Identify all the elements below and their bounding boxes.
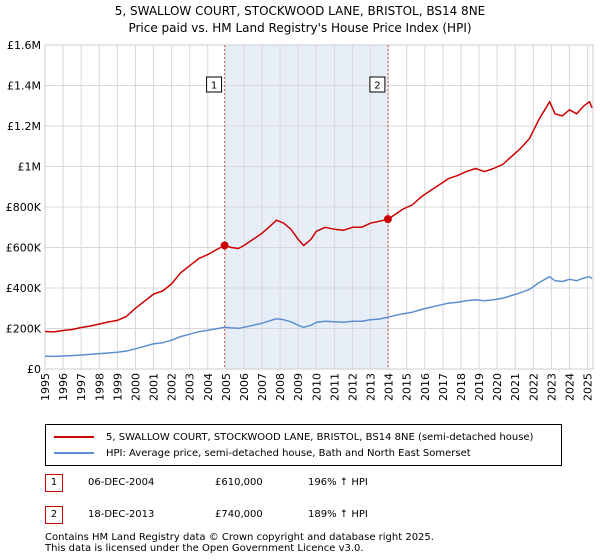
legend-item-property: 5, SWALLOW COURT, STOCKWOOD LANE, BRISTO… <box>54 430 533 444</box>
footer-line1: Contains HM Land Registry data © Crown c… <box>45 532 434 543</box>
y-tick-label: £1.2M <box>7 120 41 133</box>
x-tick-label: 2001 <box>148 373 161 401</box>
x-tick-label: 2006 <box>238 373 251 401</box>
x-tick-label: 2013 <box>365 373 378 401</box>
sale-date: 06-DEC-2004 <box>88 477 155 488</box>
sale-date: 18-DEC-2013 <box>88 509 155 520</box>
x-tick-label: 2023 <box>545 373 558 401</box>
chart-title: 5, SWALLOW COURT, STOCKWOOD LANE, BRISTO… <box>0 3 600 37</box>
sale-number-box <box>206 76 223 93</box>
legend-label-property: 5, SWALLOW COURT, STOCKWOOD LANE, BRISTO… <box>106 431 534 443</box>
x-tick-label: 2010 <box>310 373 323 401</box>
plot-frame <box>44 44 594 370</box>
x-tick-label: 2021 <box>509 373 522 401</box>
x-tick-label: 2009 <box>292 373 305 401</box>
price-chart: £0 £200K £400K £600K £800K £1M £1.2M £1.4M £1.6M… <box>6 39 595 401</box>
x-tick-label: 2015 <box>401 373 414 401</box>
y-tick-label: £800K <box>6 201 42 214</box>
y-tick-label: £1M <box>18 161 42 174</box>
x-tick-label: 2005 <box>220 373 233 401</box>
x-tick-label: 2025 <box>582 373 595 401</box>
sale-number-box <box>369 76 386 93</box>
chart-title-line2: Price paid vs. HM Land Registry's House … <box>128 21 472 35</box>
x-tick-label: 2002 <box>166 373 179 401</box>
sale-price: £740,000 <box>215 509 263 520</box>
sale-row: 1 06-DEC-2004 £610,000 196% ↑ HPI <box>45 474 565 494</box>
x-tick-label: 1999 <box>111 373 124 401</box>
y-tick-label: £400K <box>6 282 42 295</box>
footer-attribution: Contains HM Land Registry data © Crown c… <box>45 532 434 554</box>
x-tick-label: 2000 <box>129 373 142 401</box>
sale-number-label: 1 <box>211 81 217 92</box>
x-tick-label: 1995 <box>39 373 52 401</box>
sale-number-label: 2 <box>374 81 380 92</box>
x-tick-label: 2012 <box>346 373 359 401</box>
y-tick-label: £0 <box>27 363 41 376</box>
series-line-property <box>44 100 593 333</box>
x-tick-label: 2011 <box>328 373 341 401</box>
x-tick-label: 2014 <box>383 373 396 401</box>
sale-point <box>383 215 392 224</box>
x-tick-label: 2003 <box>184 373 197 401</box>
x-tick-label: 2022 <box>527 373 540 401</box>
x-tick-label: 2008 <box>274 373 287 401</box>
sale-row: 2 18-DEC-2013 £740,000 189% ↑ HPI <box>45 506 565 526</box>
legend-swatch-property <box>54 436 94 438</box>
x-tick-label: 1996 <box>57 373 70 401</box>
x-tick-label: 2016 <box>419 373 432 401</box>
x-tick-label: 2020 <box>491 373 504 401</box>
x-tick-label: 2019 <box>473 373 486 401</box>
y-tick-label: £1.6M <box>7 39 41 52</box>
footer-line2: This data is licensed under the Open Gov… <box>45 543 364 554</box>
sale-number-badge: 2 <box>45 506 63 524</box>
x-tick-label: 2017 <box>437 373 450 401</box>
sale-point <box>220 241 229 250</box>
legend-swatch-hpi <box>54 452 94 454</box>
y-tick-label: £1.4M <box>7 80 41 93</box>
legend: 5, SWALLOW COURT, STOCKWOOD LANE, BRISTO… <box>45 424 562 466</box>
x-tick-label: 2004 <box>202 373 215 401</box>
chart-title-line1: 5, SWALLOW COURT, STOCKWOOD LANE, BRISTO… <box>114 4 486 18</box>
x-tick-label: 2024 <box>563 373 576 401</box>
sale-price: £610,000 <box>215 477 263 488</box>
series-line-hpi <box>44 275 593 358</box>
x-tick-label: 1997 <box>75 373 88 401</box>
x-tick-label: 1998 <box>93 373 106 401</box>
x-tick-label: 2018 <box>455 373 468 401</box>
sale-hpi-change: 196% ↑ HPI <box>308 477 368 488</box>
sale-hpi-change: 189% ↑ HPI <box>308 509 368 520</box>
legend-item-hpi: HPI: Average price, semi-detached house,… <box>54 446 471 460</box>
legend-label-hpi: HPI: Average price, semi-detached house,… <box>106 447 471 459</box>
y-tick-label: £600K <box>6 242 42 255</box>
sale-number-badge: 1 <box>45 474 63 492</box>
x-tick-label: 2007 <box>256 373 269 401</box>
y-tick-label: £200K <box>6 323 42 336</box>
